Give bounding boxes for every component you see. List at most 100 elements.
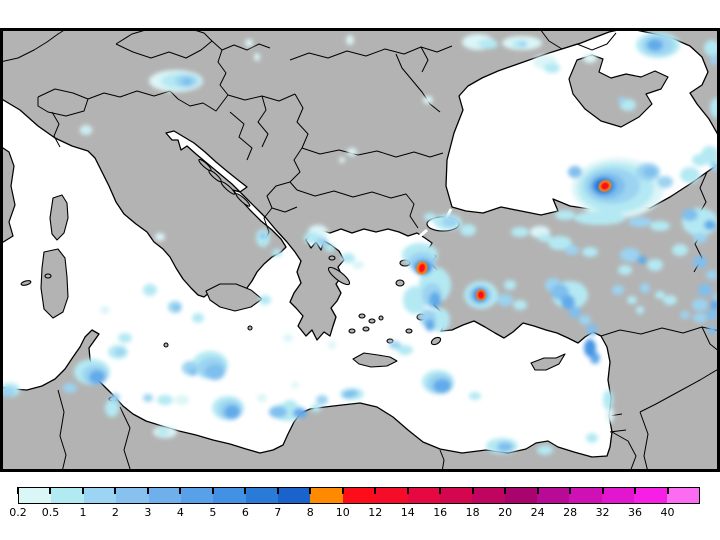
precip-blob <box>706 310 718 320</box>
precip-blob <box>672 244 688 256</box>
precip-blob <box>403 286 427 314</box>
map-canvas <box>0 28 720 472</box>
colorbar-tick <box>569 487 572 494</box>
precip-blob <box>603 390 613 410</box>
intense-precipitation-cells <box>416 180 612 301</box>
precip-blob <box>497 294 513 306</box>
precip-blob <box>259 295 271 305</box>
precip-blob <box>460 224 476 236</box>
precip-blob <box>538 234 552 242</box>
crimea-peninsula <box>568 54 669 128</box>
precip-blob <box>643 167 657 177</box>
colorbar-tick-label: 2 <box>111 506 119 519</box>
precip-blob <box>342 389 358 399</box>
colorbar-segment <box>407 488 440 503</box>
colorbar-segment <box>342 488 376 503</box>
precip-blob <box>424 213 436 221</box>
precip-blob <box>504 280 516 290</box>
precip-blob <box>582 247 598 257</box>
precip-blob <box>612 285 624 295</box>
colorbar-tick-label: 32 <box>595 506 610 519</box>
colorbar-tick <box>49 487 52 494</box>
colorbar-segment <box>148 488 181 503</box>
precip-blob <box>565 245 579 255</box>
precip-blob <box>637 256 647 264</box>
colorbar-segment <box>213 488 246 503</box>
precip-blob <box>346 35 354 45</box>
colorbar-tick <box>17 487 19 494</box>
precip-blob <box>105 399 119 417</box>
colorbar-tick-label: 4 <box>176 506 184 519</box>
precip-blob <box>469 392 481 400</box>
colorbar-tick <box>341 487 344 494</box>
precip-blob <box>628 217 652 227</box>
precip-blob <box>704 220 716 230</box>
precip-blob <box>606 407 614 423</box>
precip-blob <box>513 300 527 310</box>
precip-blob <box>347 148 357 156</box>
precip-blob <box>205 364 225 380</box>
precip-blob <box>224 405 240 419</box>
precip-blob <box>425 319 435 331</box>
precip-blob <box>586 433 598 443</box>
precip-blob <box>548 236 572 250</box>
precip-blob <box>544 63 560 73</box>
precip-blob <box>693 233 707 243</box>
precip-blob <box>574 211 626 225</box>
precip-blob <box>433 379 451 393</box>
colorbar-segment <box>51 488 84 503</box>
colorbar-tick <box>504 487 507 494</box>
colorbar <box>18 487 700 504</box>
precip-blob <box>110 393 120 403</box>
precip-blob <box>423 96 433 104</box>
intense-cell <box>477 290 485 300</box>
precip-blob <box>272 249 282 257</box>
colorbar-tick <box>666 487 669 494</box>
colorbar-segment <box>245 488 278 503</box>
colorbar-tick <box>81 487 84 494</box>
colorbar-tick-label: 40 <box>660 506 675 519</box>
precip-blob <box>316 237 328 247</box>
colorbar-segment <box>278 488 311 503</box>
colorbar-tick-label: 20 <box>498 506 513 519</box>
colorbar-segment <box>180 488 214 503</box>
precip-blob <box>584 339 596 357</box>
colorbar-segment <box>634 488 667 503</box>
precip-blob <box>579 315 591 325</box>
colorbar-segment <box>310 488 343 503</box>
precip-blob <box>640 283 650 293</box>
colorbar-tick-label: 16 <box>433 506 448 519</box>
precip-blob <box>706 270 718 280</box>
precip-blob <box>157 428 169 436</box>
iberia-sliver <box>0 145 16 245</box>
precip-blob <box>257 394 267 402</box>
colorbar-segment <box>375 488 408 503</box>
precip-blob <box>328 341 336 349</box>
precip-blob <box>698 284 712 296</box>
colorbar-tick-label: 14 <box>400 506 415 519</box>
precip-blob <box>174 305 180 311</box>
precip-blob <box>704 40 720 56</box>
precip-blob <box>618 265 632 275</box>
country-borders <box>0 28 720 472</box>
colorbar-segment <box>504 488 537 503</box>
precip-blob <box>478 39 498 49</box>
precip-blob <box>325 244 335 252</box>
precip-blob <box>115 348 125 356</box>
colorbar-tick <box>634 487 637 494</box>
colorbar-tick <box>211 487 214 494</box>
precip-blob <box>647 39 663 51</box>
colorbar-segment <box>537 488 570 503</box>
precip-blob <box>189 368 197 376</box>
colorbar-tick <box>471 487 474 494</box>
precip-blob <box>429 292 441 308</box>
precip-blob <box>693 256 707 268</box>
colorbar-tick <box>374 487 377 494</box>
precip-blob <box>511 227 529 237</box>
colorbar-segment <box>116 488 149 503</box>
precip-blob <box>618 97 626 103</box>
precip-blob <box>497 442 513 452</box>
precip-blob <box>352 261 364 269</box>
precip-blob <box>175 395 189 405</box>
